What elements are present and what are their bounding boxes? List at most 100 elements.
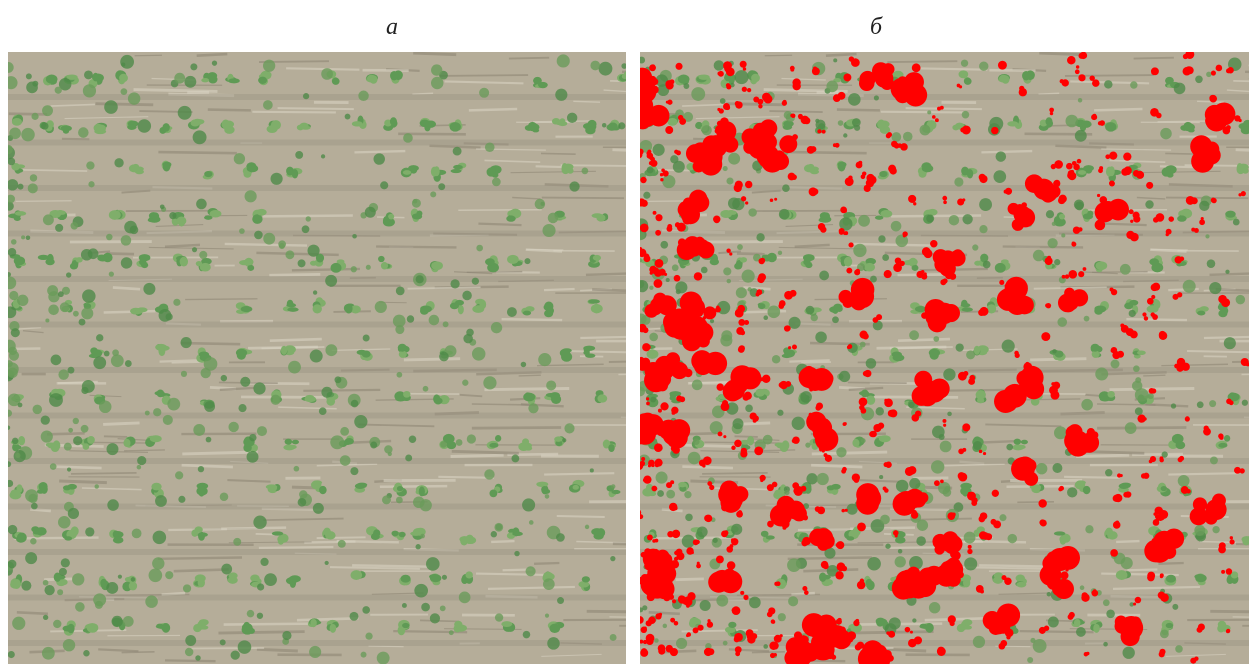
weed-mask	[719, 108, 724, 113]
soil-streak	[17, 612, 48, 614]
crop-leaf	[180, 257, 188, 267]
weed-mask	[721, 530, 728, 537]
weed	[891, 221, 902, 232]
weed-mask	[742, 87, 747, 92]
crop-leaf	[1225, 211, 1235, 218]
crop-leaf	[780, 444, 788, 452]
crop-leaf	[381, 262, 388, 269]
crop-leaf	[593, 255, 601, 261]
weed	[72, 573, 84, 585]
soil-streak	[469, 109, 517, 110]
weed-mask	[639, 640, 643, 644]
weed-mask	[812, 67, 820, 75]
crop-leaf	[667, 118, 677, 126]
weed-mask	[644, 255, 651, 262]
weed-mask	[741, 196, 746, 201]
weed	[545, 494, 550, 499]
crop-leaf	[1195, 574, 1206, 582]
crop-leaf	[266, 484, 278, 489]
weed-mask	[928, 313, 947, 332]
weed-mask	[1182, 363, 1190, 371]
soil-streak	[413, 53, 456, 55]
weed-mask	[855, 619, 859, 623]
weed-mask	[1002, 575, 1007, 580]
crop-leaf	[967, 169, 973, 179]
crop-leaf	[1166, 623, 1173, 628]
soil-streak	[881, 112, 965, 113]
crop-leaf	[204, 216, 212, 220]
weed-mask	[893, 530, 899, 536]
weed	[104, 351, 110, 357]
soil-streak	[286, 68, 359, 69]
weed	[1225, 270, 1229, 274]
soil-streak	[519, 375, 541, 376]
weed-mask	[678, 115, 683, 120]
crop-leaf	[287, 307, 298, 312]
weed-mask	[816, 430, 830, 444]
weed-mask	[1062, 275, 1066, 279]
weed	[120, 55, 134, 69]
weed-mask	[940, 480, 944, 484]
crop-leaf	[119, 74, 128, 83]
crop-leaf	[501, 621, 512, 627]
weed-mask	[1038, 499, 1046, 507]
weed-mask	[856, 269, 860, 273]
weed-mask	[883, 487, 887, 491]
weed-mask	[1060, 79, 1064, 83]
weed-mask	[845, 509, 848, 512]
weed	[723, 166, 728, 171]
weed-mask	[674, 275, 681, 282]
weed-mask	[779, 135, 797, 153]
weed	[599, 62, 613, 76]
weed-mask	[659, 447, 662, 450]
weed	[557, 54, 570, 67]
crop-leaf	[961, 300, 968, 307]
soil-streak	[586, 273, 631, 275]
furrow	[640, 185, 1249, 191]
weed	[1175, 645, 1183, 653]
weed	[811, 314, 818, 321]
crop-leaf	[893, 354, 905, 361]
crop-leaf	[957, 624, 965, 632]
weed	[352, 234, 357, 239]
weed	[1209, 400, 1216, 407]
soil-streak	[182, 452, 257, 454]
weed-mask	[1147, 572, 1155, 580]
crop-leaf	[397, 486, 403, 491]
weed	[784, 490, 789, 495]
crop-leaf	[204, 171, 212, 177]
weed	[1067, 487, 1077, 497]
weed-mask	[950, 550, 958, 558]
weed-mask	[1181, 486, 1189, 494]
crop-leaf	[585, 126, 595, 134]
soil-streak	[158, 152, 236, 153]
weed-mask	[903, 234, 906, 237]
weed-mask	[758, 104, 762, 108]
crop-leaf	[485, 258, 495, 265]
weed-mask	[937, 107, 941, 111]
weed	[1081, 399, 1093, 411]
weed	[749, 597, 761, 609]
weed-mask	[917, 492, 928, 503]
weed-mask	[934, 256, 940, 262]
weed-mask	[895, 491, 917, 513]
crop-leaf	[157, 390, 164, 398]
weed	[547, 637, 560, 650]
crop-leaf	[332, 78, 340, 85]
crop-leaf	[228, 78, 240, 83]
weed-mask	[852, 473, 860, 481]
weed-mask	[652, 373, 669, 390]
soil-streak	[62, 139, 89, 140]
weed	[543, 578, 555, 590]
soil-streak	[1116, 541, 1139, 542]
soil-streak	[676, 445, 735, 446]
weed-mask	[731, 446, 735, 450]
weed-mask	[1211, 198, 1216, 203]
weed	[826, 81, 838, 93]
weed	[472, 347, 485, 360]
soil-streak	[263, 216, 353, 217]
crop-leaf	[241, 306, 253, 312]
weed	[382, 495, 391, 504]
weed-mask	[717, 384, 722, 389]
weed	[366, 265, 371, 270]
